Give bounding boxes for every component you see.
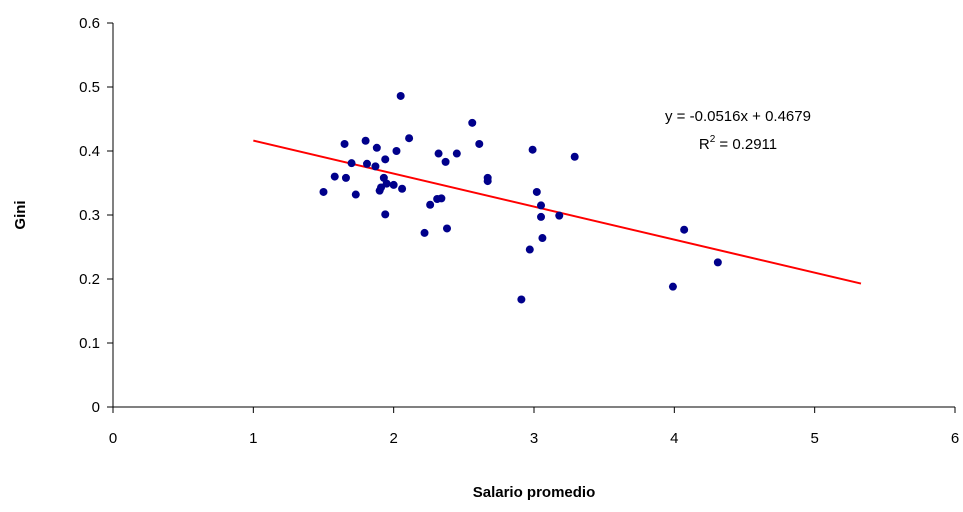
data-point [570, 152, 579, 161]
y-axis-ticks: 0 0.1 0.2 0.3 0.4 0.5 0.6 [79, 15, 113, 416]
x-tick-label: 3 [530, 430, 538, 447]
r-squared-symbol: R [699, 136, 710, 153]
data-point [537, 201, 546, 210]
data-point [442, 224, 451, 233]
data-point [483, 177, 492, 186]
x-axis-title: Salario promedio [473, 484, 596, 501]
x-tick-label: 0 [109, 430, 117, 447]
data-point [372, 143, 381, 152]
data-point [434, 149, 443, 158]
y-tick-label: 0.4 [79, 143, 100, 160]
data-point [377, 183, 386, 192]
y-tick-label: 0.1 [79, 335, 100, 352]
data-point [381, 155, 390, 164]
axes [112, 23, 955, 408]
r-squared-superscript: 2 [710, 134, 716, 145]
data-point [452, 149, 461, 158]
data-point [361, 136, 370, 145]
data-point [392, 147, 401, 155]
data-point [555, 211, 564, 220]
data-point [525, 245, 534, 254]
y-tick-label: 0.2 [79, 271, 100, 288]
x-tick-label: 5 [810, 430, 818, 447]
data-point [532, 187, 541, 196]
data-point [341, 173, 350, 182]
data-point [468, 118, 477, 127]
x-tick-label: 4 [670, 430, 678, 447]
data-point [363, 159, 372, 168]
data-point [420, 228, 429, 237]
data-point [441, 157, 450, 166]
data-point [528, 145, 537, 154]
data-point [680, 225, 689, 234]
data-point [340, 139, 349, 148]
r-squared-value: = 0.2911 [715, 136, 777, 153]
data-point [538, 234, 547, 243]
trendline [253, 139, 862, 285]
data-point [389, 180, 398, 189]
data-point [396, 91, 405, 100]
data-point [319, 187, 328, 196]
data-point [426, 200, 435, 209]
y-tick-label: 0.5 [79, 79, 100, 96]
data-point [405, 134, 414, 143]
data-points [319, 91, 722, 304]
data-point [517, 295, 526, 304]
r-squared-label: R2 = 0.2911 [699, 134, 777, 153]
data-point [347, 159, 356, 168]
trendline-equation: y = -0.0516x + 0.4679 [665, 108, 811, 125]
data-point [371, 162, 380, 171]
data-point [475, 139, 484, 148]
y-tick-label: 0.3 [79, 207, 100, 224]
y-tick-label: 0 [92, 399, 100, 416]
data-point [351, 190, 360, 199]
y-tick-label: 0.6 [79, 15, 100, 32]
data-point [668, 282, 677, 291]
x-tick-label: 2 [389, 430, 397, 447]
data-point [381, 210, 390, 219]
data-point [398, 184, 407, 193]
data-point [437, 194, 446, 203]
data-point [330, 172, 339, 181]
data-point [382, 179, 391, 188]
x-tick-label: 1 [249, 430, 257, 447]
x-tick-label: 6 [951, 430, 959, 447]
x-axis-ticks: 0 1 2 3 4 5 6 [109, 407, 959, 447]
data-point [713, 258, 722, 267]
y-axis-title: Gini [12, 200, 29, 229]
data-point [537, 212, 546, 221]
